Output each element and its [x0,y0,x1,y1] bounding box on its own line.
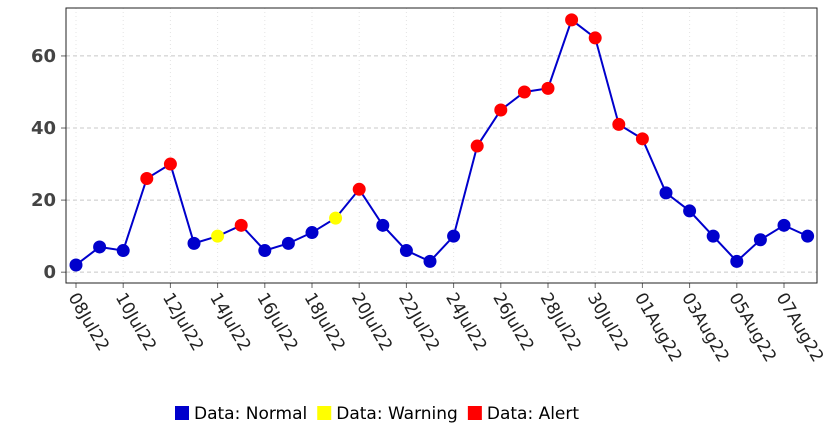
data-point [612,117,626,131]
y-tick-label: 0 [43,262,56,283]
data-point [305,226,319,240]
x-tick-label: 12Jul22 [158,290,207,355]
y-tick-label: 60 [31,46,56,67]
data-point [423,254,437,268]
y-tick-label: 40 [31,118,56,139]
data-point [116,244,130,258]
data-point [352,182,366,196]
data-point [588,31,602,45]
data-point [258,244,272,258]
x-tick-label: 14Jul22 [205,290,254,355]
x-tick-label: 28Jul22 [536,290,585,355]
data-point [494,103,508,117]
data-point [730,254,744,268]
x-tick-label: 30Jul22 [583,290,632,355]
data-point [234,218,248,232]
x-tick-label: 16Jul22 [252,290,301,355]
x-tick-label: 08Jul22 [64,290,113,355]
data-point [163,157,177,171]
y-tick-label: 20 [31,190,56,211]
x-tick-label: 26Jul22 [488,290,537,355]
data-point [777,218,791,232]
data-point [447,229,461,243]
data-point [93,240,107,254]
data-point [69,258,83,272]
data-point [329,211,343,225]
plot-frame [65,7,818,284]
data-line [75,18,809,266]
data-point [565,13,579,27]
data-point [470,139,484,153]
x-tick-label: 20Jul22 [347,290,396,355]
data-point [659,186,673,200]
x-tick-label: 24Jul22 [441,290,490,355]
data-point [399,244,413,258]
x-tick-label: 22Jul22 [394,290,443,355]
x-tick-label: 01Aug22 [630,290,686,366]
x-tick-label: 10Jul22 [111,290,160,355]
legend-label: Data: Normal [194,404,307,424]
data-point [753,233,767,247]
legend-swatch [317,406,332,420]
x-tick-label: 18Jul22 [300,290,349,355]
legend-label: Data: Warning [336,404,458,424]
data-point [140,171,154,185]
data-point [376,218,390,232]
data-point [801,229,815,243]
legend: Data: Normal Data: Warning Data: Alert [175,404,579,424]
legend-swatch [175,406,189,420]
legend-label: Data: Alert [487,404,580,424]
data-point [281,236,295,250]
legend-swatch [467,406,482,420]
data-point [187,236,201,250]
data-point [517,85,531,99]
data-point [706,229,720,243]
data-point [541,81,555,95]
data-point [211,229,225,243]
data-point [635,132,649,146]
data-point [683,204,697,218]
